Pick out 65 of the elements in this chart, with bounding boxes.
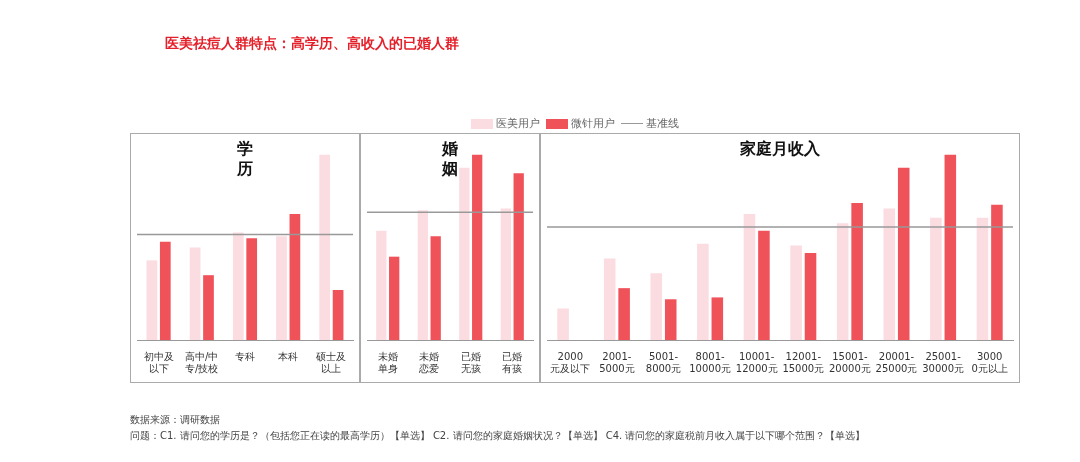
bar xyxy=(944,154,957,340)
bar xyxy=(836,223,849,340)
bar xyxy=(976,217,989,340)
x-tick-label: 5001-8000元 xyxy=(645,350,682,374)
bar xyxy=(743,214,756,340)
bar xyxy=(332,290,344,340)
bar xyxy=(603,258,616,340)
x-tick-label: 本科 xyxy=(278,350,299,362)
bar xyxy=(289,214,301,340)
x-tick-label: 10001-12000元 xyxy=(735,350,778,374)
bar xyxy=(930,217,942,340)
bar xyxy=(232,232,244,340)
bar xyxy=(758,230,770,340)
legend-label: 基准线 xyxy=(646,116,679,131)
bar xyxy=(159,241,171,340)
bar xyxy=(991,204,1003,340)
bar xyxy=(389,256,400,340)
x-tick-label: 未婚恋爱 xyxy=(418,350,440,374)
bar xyxy=(711,297,724,340)
bar xyxy=(897,167,910,340)
x-tick-label: 2000元及以下 xyxy=(550,350,591,374)
text: 医美祛痘人群特点：高学历、高收入的已婚人群 xyxy=(165,35,459,53)
bar xyxy=(430,236,441,340)
bar xyxy=(664,299,677,340)
bar xyxy=(146,260,158,340)
chart-title: 家庭月收入 xyxy=(739,139,821,159)
x-tick-label: 15001-20000元 xyxy=(828,350,871,374)
x-tick-label: 未婚单身 xyxy=(377,350,398,374)
bar xyxy=(851,202,863,340)
x-tick-label: 已婚无孩 xyxy=(460,350,481,374)
bar xyxy=(319,154,331,340)
x-tick-label: 30000元以上 xyxy=(971,350,1008,374)
bar xyxy=(417,210,428,340)
legend-label: 微针用户 xyxy=(571,116,615,131)
bar xyxy=(500,208,511,340)
bar xyxy=(376,230,387,340)
x-tick-label: 20001-25000元 xyxy=(875,350,918,374)
legend-label: 医美用户 xyxy=(496,116,540,131)
bar xyxy=(650,273,663,340)
bar xyxy=(697,243,709,340)
x-tick-label: 25001-30000元 xyxy=(922,350,965,374)
bar xyxy=(790,245,802,340)
bar xyxy=(189,247,201,340)
x-tick-label: 8001-10000元 xyxy=(689,350,732,374)
chart-title: 婚姻 xyxy=(441,139,458,179)
source-note: 数据来源：调研数据 xyxy=(130,413,221,427)
bar xyxy=(618,288,630,340)
text: 问题：C1. 请问您的学历是？（包括您正在读的最高学历）【单选】 C2. 请问您的家庭婚姻状况？【单选】 C4. 请问您的家庭税前月收入属于以下哪个范围？【单选】 xyxy=(130,429,866,443)
x-tick-label: 高中/中专/技校 xyxy=(185,350,219,374)
x-tick-label: 专科 xyxy=(235,350,255,362)
bar xyxy=(459,167,470,340)
bar xyxy=(276,236,287,340)
bar xyxy=(203,275,214,340)
x-tick-label: 硕士及以上 xyxy=(315,350,347,374)
x-tick-label: 12001-15000元 xyxy=(782,350,825,374)
bar xyxy=(804,252,817,340)
bar xyxy=(883,208,896,340)
chart-title: 学历 xyxy=(236,139,253,179)
bar xyxy=(472,154,483,340)
bar xyxy=(513,173,524,340)
bar xyxy=(557,308,569,340)
x-tick-label: 已婚有孩 xyxy=(502,350,523,374)
bar xyxy=(246,238,258,340)
x-tick-label: 2001-5000元 xyxy=(599,350,635,374)
x-tick-label: 初中及以下 xyxy=(143,350,174,374)
